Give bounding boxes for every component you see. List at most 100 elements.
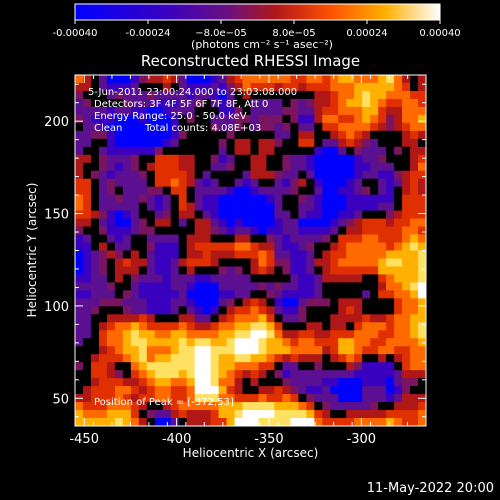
heatmap-cell [330, 114, 339, 124]
heatmap-cell [306, 258, 315, 268]
heatmap-cell [202, 362, 212, 371]
heatmap-cell [242, 122, 252, 132]
heatmap-cell [322, 114, 331, 124]
heatmap-cell [242, 330, 252, 339]
heatmap-cell [346, 98, 355, 108]
heatmap-cell [378, 314, 387, 323]
heatmap-cell [290, 338, 299, 347]
heatmap-cell [322, 394, 331, 403]
heatmap-cell [234, 218, 244, 228]
heatmap-cell [394, 114, 403, 124]
heatmap-cell [306, 266, 315, 276]
heatmap-cell [274, 378, 284, 387]
heatmap-cell [418, 250, 426, 260]
heatmap-cell [394, 410, 403, 419]
heatmap-cell [162, 234, 172, 244]
heatmap-cell [218, 218, 228, 228]
heatmap-cell [330, 290, 339, 299]
heatmap-cell [122, 394, 132, 403]
heatmap-cell [290, 402, 299, 411]
heatmap-cell [282, 346, 291, 355]
heatmap-cell [402, 418, 411, 426]
heatmap-cell [114, 194, 124, 204]
heatmap-cell [258, 322, 268, 331]
heatmap-cell [346, 226, 355, 236]
heatmap-cell [75, 274, 84, 284]
heatmap-cell [386, 162, 395, 172]
heatmap-cell [386, 234, 395, 244]
heatmap-cell [338, 170, 347, 180]
heatmap-cell [75, 322, 84, 331]
heatmap-cell [258, 218, 268, 228]
heatmap-cell [330, 234, 339, 244]
heatmap-cell [82, 274, 92, 284]
heatmap-cell [402, 210, 411, 220]
heatmap-cell [330, 170, 339, 180]
heatmap-cell [370, 394, 379, 403]
heatmap-cell [330, 314, 339, 323]
heatmap-cell [298, 130, 307, 140]
heatmap-cell [98, 106, 108, 116]
heatmap-cell [138, 234, 148, 244]
heatmap-cell [306, 82, 315, 92]
annotation-algorithm: Clean [94, 123, 123, 134]
heatmap-cell [90, 322, 100, 331]
heatmap-cell [202, 186, 212, 196]
heatmap-cell [218, 330, 228, 339]
heatmap-cell [338, 378, 347, 387]
heatmap-cell [258, 306, 268, 315]
heatmap-cell [394, 402, 403, 411]
heatmap-cell [266, 130, 276, 140]
heatmap-cell [266, 314, 276, 323]
heatmap-cell [386, 250, 395, 260]
heatmap-cell [370, 290, 379, 299]
heatmap-cell [226, 154, 236, 164]
heatmap-cell [274, 322, 284, 331]
heatmap-cell [114, 330, 124, 339]
heatmap-cell [402, 282, 411, 291]
heatmap-cell [298, 346, 307, 355]
heatmap-cell [242, 402, 252, 411]
heatmap-cell [250, 410, 260, 419]
heatmap-cell [138, 210, 148, 220]
heatmap-cell [282, 354, 291, 363]
heatmap-cell [386, 314, 395, 323]
heatmap-cell [298, 75, 307, 84]
heatmap-cell [114, 298, 124, 307]
heatmap-cell [402, 410, 411, 419]
heatmap-cell [234, 98, 244, 108]
heatmap-cell [250, 146, 260, 156]
heatmap-cell [402, 162, 411, 172]
heatmap-cell [75, 386, 84, 395]
heatmap-cell [354, 274, 363, 284]
heatmap-cell [130, 194, 140, 204]
heatmap-cell [370, 202, 379, 212]
heatmap-cell [386, 106, 395, 116]
heatmap-cell [250, 386, 260, 395]
heatmap-cell [122, 274, 132, 284]
heatmap-cell [418, 162, 426, 172]
heatmap-cell [402, 82, 411, 92]
heatmap-cell [170, 114, 180, 124]
heatmap-cell [234, 202, 244, 212]
heatmap-cell [306, 322, 315, 331]
heatmap-cell [394, 154, 403, 164]
heatmap-cell [178, 218, 188, 228]
heatmap-cell [75, 122, 84, 132]
heatmap-cell [250, 194, 260, 204]
heatmap-cell [218, 98, 228, 108]
heatmap-cell [242, 114, 252, 124]
heatmap-cell [242, 75, 252, 84]
heatmap-cell [282, 114, 291, 124]
heatmap-cell [146, 402, 156, 411]
heatmap-cell [394, 354, 403, 363]
heatmap-cell [250, 394, 260, 403]
heatmap-cell [242, 210, 252, 220]
heatmap-cell [122, 402, 132, 411]
heatmap-cell [75, 290, 84, 299]
heatmap-cell [75, 194, 84, 204]
heatmap-cell [258, 98, 268, 108]
heatmap-cell [226, 90, 236, 100]
heatmap-cell [186, 370, 196, 379]
